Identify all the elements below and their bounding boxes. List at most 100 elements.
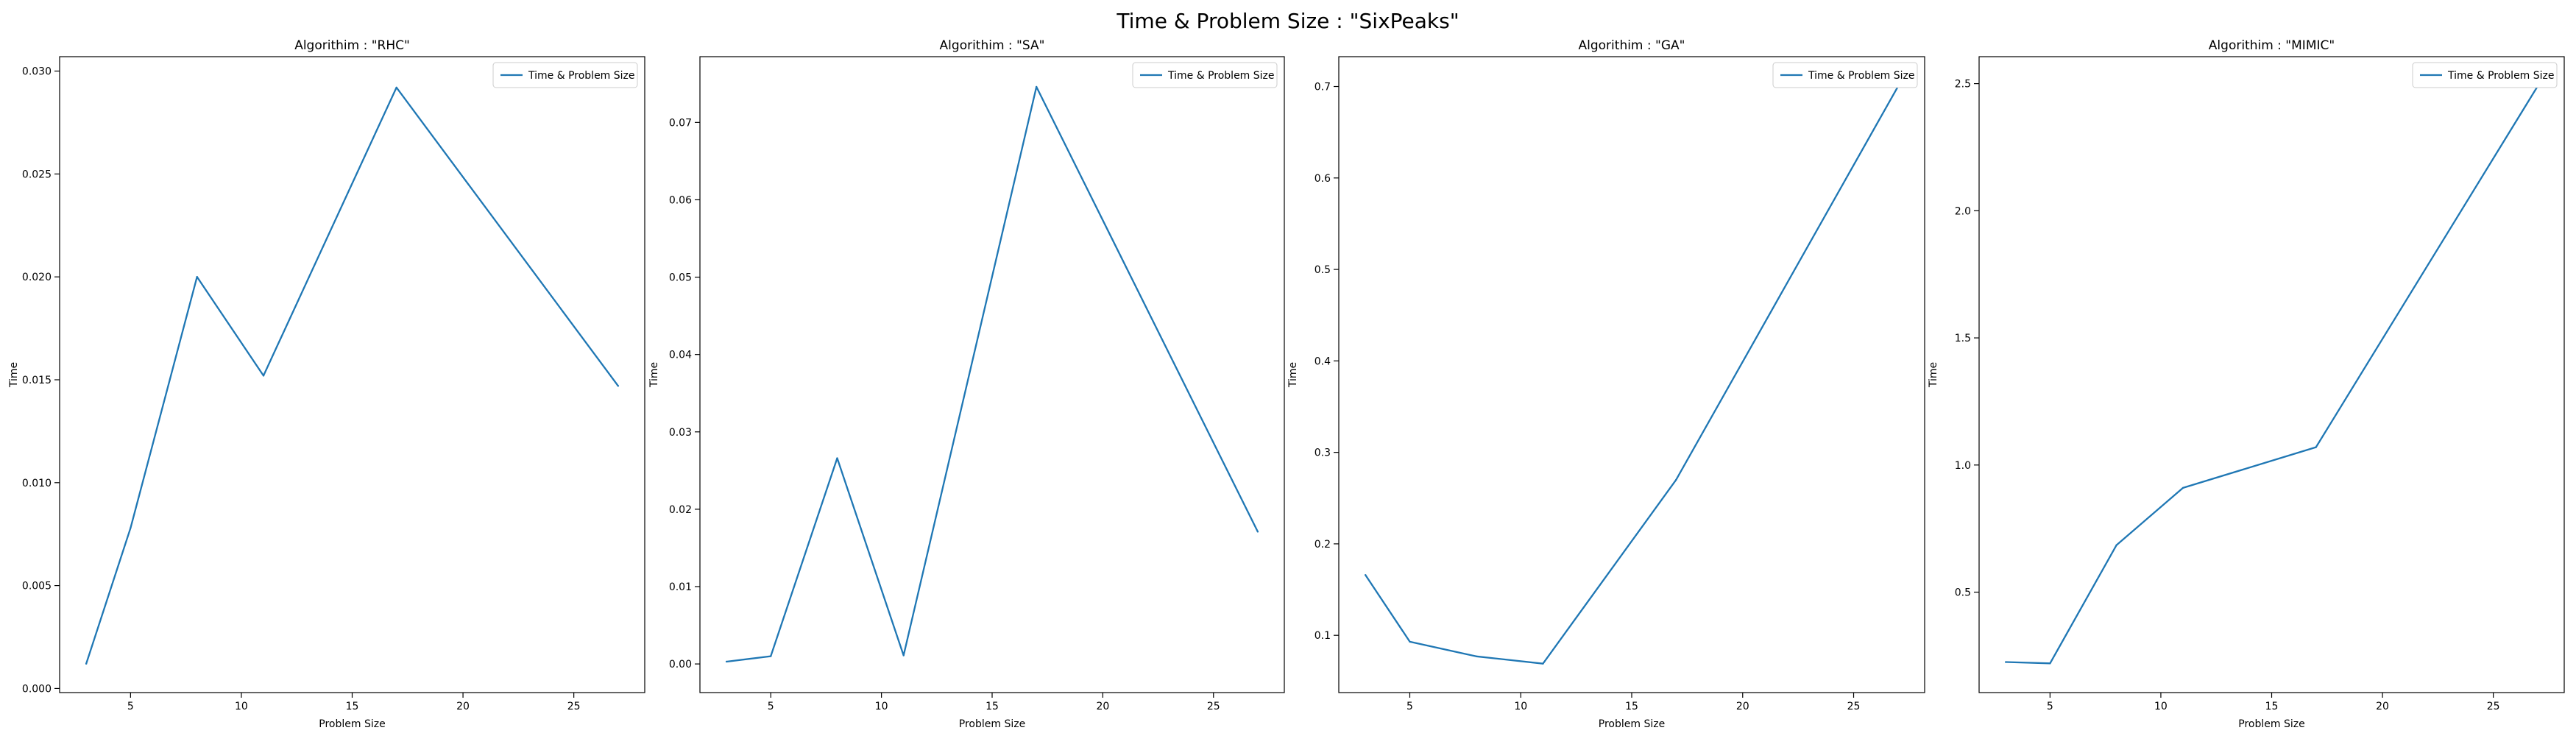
series-line — [2006, 85, 2538, 665]
chart-panel-1: Algorithim : "RHC" 5 10 15 20 25 0.000 0.005 0.0… — [8, 38, 645, 730]
chart-panel-4: Algorithim : "MIMIC" 5 10 15 20 25 0.5 1.0 1.5 2.… — [1928, 38, 2565, 730]
x-tick-label: 5 — [127, 701, 134, 712]
axes-frame — [699, 56, 1285, 693]
y-tick-label: 0.025 — [22, 169, 52, 180]
series-line — [1365, 85, 1899, 665]
data-point — [2182, 486, 2184, 489]
x-tick-label: 20 — [1096, 701, 1109, 712]
x-tick-label: 25 — [567, 701, 581, 712]
y-tick-label: 0.03 — [669, 427, 692, 439]
legend-label: Time & Problem Size — [2447, 70, 2555, 82]
x-tick-label: 15 — [1625, 701, 1638, 712]
data-point — [770, 655, 772, 657]
axes-frame — [1978, 56, 2565, 693]
axes-frame — [1338, 56, 1925, 693]
y-tick-label: 0.1 — [1314, 630, 1331, 642]
y-tick-label: 2.5 — [1955, 79, 1971, 91]
x-axis-label: Problem Size — [959, 718, 1025, 730]
y-tick-label: 0.07 — [669, 117, 692, 129]
y-tick-label: 0.01 — [669, 581, 692, 593]
y-axis-label: Time — [648, 362, 660, 388]
legend-label: Time & Problem Size — [1167, 70, 1275, 82]
x-tick-label: 10 — [235, 701, 248, 712]
chart-title: Algorithim : "SA" — [940, 38, 1045, 53]
data-point — [1256, 531, 1259, 533]
x-tick-label: 25 — [2487, 701, 2500, 712]
figure-title: Time & Problem Size : "SixPeaks" — [1117, 9, 1459, 33]
y-tick-label: 2.0 — [1955, 205, 1971, 217]
y-axis-label: Time — [1287, 362, 1299, 388]
y-tick-label: 0.020 — [22, 272, 52, 283]
y-axis-label: Time — [1928, 362, 1939, 388]
series-line — [726, 85, 1259, 663]
data-point — [2004, 661, 2007, 663]
x-tick-label: 10 — [1514, 701, 1527, 712]
x-tick-label: 20 — [456, 701, 470, 712]
x-tick-label: 5 — [1406, 701, 1413, 712]
x-tick-label: 15 — [2265, 701, 2279, 712]
y-tick-label: 0.02 — [669, 504, 692, 516]
y-tick-label: 0.3 — [1314, 447, 1331, 459]
data-point — [262, 375, 265, 377]
y-axis-label: Time — [8, 362, 20, 388]
x-axis-label: Problem Size — [2238, 718, 2304, 730]
x-tick-label: 25 — [1847, 701, 1861, 712]
x-tick-label: 15 — [346, 701, 359, 712]
data-point — [85, 662, 88, 665]
y-tick-label: 0.7 — [1314, 82, 1331, 93]
chart-title: Algorithim : "MIMIC" — [2209, 38, 2335, 53]
x-axis-label: Problem Size — [1599, 718, 1665, 730]
x-tick-label: 5 — [768, 701, 774, 712]
y-tick-label: 0.5 — [1314, 264, 1331, 276]
y-tick-label: 0.000 — [22, 683, 52, 695]
x-tick-label: 20 — [1736, 701, 1749, 712]
y-tick-label: 0.030 — [22, 66, 52, 78]
legend-label: Time & Problem Size — [1808, 70, 1915, 82]
x-tick-label: 10 — [875, 701, 888, 712]
chart-title: Algorithim : "RHC" — [294, 38, 410, 53]
y-tick-label: 0.06 — [669, 194, 692, 206]
data-point — [1035, 85, 1038, 88]
y-tick-label: 0.010 — [22, 478, 52, 489]
x-tick-label: 5 — [2047, 701, 2053, 712]
data-point — [196, 275, 198, 278]
data-point — [836, 457, 838, 459]
legend-box — [1132, 62, 1278, 88]
x-tick-label: 10 — [2154, 701, 2168, 712]
series-line — [85, 86, 619, 665]
x-tick-label: 25 — [1207, 701, 1220, 712]
y-tick-label: 0.4 — [1314, 355, 1331, 367]
x-tick-label: 15 — [986, 701, 999, 712]
legend-box — [492, 62, 638, 88]
legend-label: Time & Problem Size — [528, 70, 635, 82]
data-point — [2049, 662, 2051, 665]
data-point — [2115, 544, 2117, 546]
data-point — [1675, 478, 1677, 481]
y-tick-label: 0.00 — [669, 659, 692, 670]
axes-frame — [59, 56, 645, 693]
legend-box — [1772, 62, 1918, 88]
data-point — [1409, 640, 1411, 643]
x-axis-label: Problem Size — [319, 718, 385, 730]
data-point — [1542, 662, 1544, 665]
data-point — [617, 385, 620, 387]
y-tick-label: 1.0 — [1955, 460, 1971, 472]
chart-panel-3: Algorithim : "GA" 5 10 15 20 25 0.1 0.2 0.3 0.4 0.… — [1287, 38, 1925, 730]
chart-panel-2: Algorithim : "SA" 5 10 15 20 25 0.00 0.01 0.02 0.… — [648, 38, 1285, 730]
y-tick-label: 0.2 — [1314, 539, 1331, 551]
data-point — [130, 527, 132, 529]
y-tick-label: 0.04 — [669, 350, 692, 361]
y-tick-label: 0.015 — [22, 375, 52, 386]
y-tick-label: 0.005 — [22, 581, 52, 592]
data-point — [1364, 573, 1367, 576]
data-point — [725, 660, 728, 663]
y-tick-label: 0.6 — [1314, 173, 1331, 185]
data-point — [902, 654, 905, 657]
data-point — [2315, 446, 2317, 448]
y-tick-label: 0.05 — [669, 272, 692, 284]
data-point — [395, 86, 397, 89]
y-tick-label: 0.5 — [1955, 587, 1971, 599]
y-tick-label: 1.5 — [1955, 333, 1971, 344]
x-tick-label: 20 — [2376, 701, 2389, 712]
